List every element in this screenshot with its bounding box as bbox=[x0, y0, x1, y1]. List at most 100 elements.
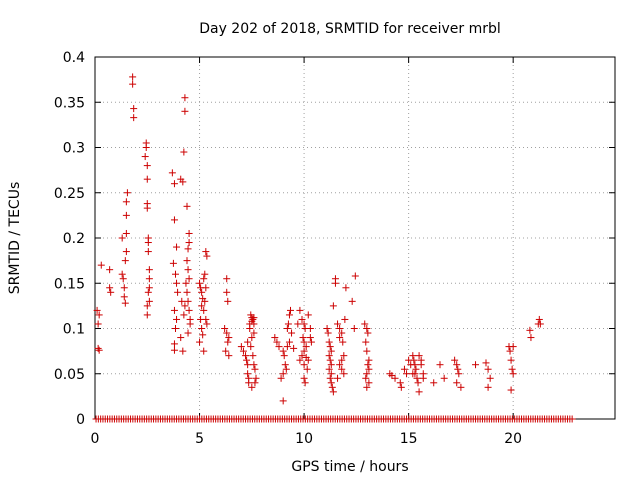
x-tick-label: 0 bbox=[91, 431, 100, 447]
data-point bbox=[180, 148, 188, 156]
data-point bbox=[397, 383, 405, 391]
data-point bbox=[143, 302, 151, 310]
data-point bbox=[413, 374, 421, 382]
data-point bbox=[122, 248, 130, 256]
data-point bbox=[365, 365, 373, 373]
data-point bbox=[223, 329, 231, 337]
y-axis-label: SRMTID / TECUs bbox=[7, 182, 23, 295]
data-point bbox=[535, 315, 543, 323]
axis-ticks: 0 0.05 0.1 0.15 0.2 0.25 0.3 0.35 0.4 0 5 10 15 20 bbox=[54, 50, 615, 447]
data-point bbox=[97, 261, 105, 269]
data-point bbox=[275, 343, 283, 351]
data-point bbox=[364, 329, 372, 337]
data-point bbox=[300, 361, 308, 369]
y-tick-label: 0.2 bbox=[63, 231, 85, 247]
data-point bbox=[400, 365, 408, 373]
data-point bbox=[107, 288, 115, 296]
data-point bbox=[298, 352, 306, 360]
data-point bbox=[403, 370, 411, 378]
data-point bbox=[196, 279, 204, 287]
data-point bbox=[242, 352, 250, 360]
data-point bbox=[94, 344, 102, 352]
data-point bbox=[419, 374, 427, 382]
data-point bbox=[239, 347, 247, 355]
data-point bbox=[486, 374, 494, 382]
data-point bbox=[338, 329, 346, 337]
x-axis-label: GPS time / hours bbox=[291, 459, 408, 475]
x-tick-label: 20 bbox=[504, 431, 522, 447]
data-point bbox=[362, 338, 370, 346]
data-point bbox=[411, 361, 419, 369]
y-tick-label: 0.35 bbox=[54, 95, 85, 111]
data-point bbox=[203, 320, 211, 328]
data-point bbox=[144, 239, 152, 247]
data-point bbox=[202, 315, 210, 323]
data-point bbox=[526, 326, 534, 334]
data-point bbox=[453, 379, 461, 387]
data-point bbox=[508, 365, 516, 373]
data-point bbox=[302, 343, 310, 351]
data-point bbox=[186, 320, 194, 328]
data-point bbox=[336, 361, 344, 369]
data-point bbox=[327, 347, 335, 355]
data-point bbox=[300, 338, 308, 346]
data-point bbox=[170, 216, 178, 224]
data-point bbox=[120, 293, 128, 301]
data-point bbox=[198, 325, 206, 332]
data-point bbox=[409, 352, 417, 360]
data-point bbox=[279, 370, 287, 378]
data-point bbox=[184, 329, 192, 337]
data-point bbox=[327, 361, 335, 369]
data-point bbox=[106, 266, 114, 274]
data-point bbox=[281, 361, 289, 369]
data-point bbox=[484, 383, 492, 391]
data-point bbox=[246, 325, 254, 332]
data-point bbox=[252, 374, 260, 382]
data-point bbox=[201, 270, 209, 278]
data-point bbox=[244, 370, 252, 378]
data-point bbox=[251, 365, 259, 373]
data-point bbox=[121, 257, 129, 265]
data-point bbox=[455, 370, 463, 378]
data-point bbox=[342, 284, 350, 292]
data-point bbox=[326, 374, 334, 382]
data-point bbox=[300, 347, 308, 355]
data-point bbox=[249, 315, 257, 323]
data-point bbox=[329, 302, 337, 310]
data-point bbox=[472, 361, 480, 369]
data-point bbox=[365, 379, 373, 387]
data-point bbox=[223, 288, 231, 296]
data-point bbox=[568, 415, 576, 423]
data-point bbox=[184, 245, 192, 253]
data-point bbox=[506, 347, 514, 355]
data-point bbox=[183, 288, 191, 296]
data-point bbox=[94, 320, 102, 328]
data-point bbox=[507, 386, 515, 394]
data-point bbox=[121, 299, 129, 307]
data-point bbox=[331, 279, 339, 287]
data-point bbox=[202, 248, 210, 256]
data-point bbox=[277, 374, 285, 382]
data-point bbox=[173, 279, 181, 287]
data-point bbox=[182, 279, 190, 287]
data-point bbox=[244, 361, 252, 369]
data-point bbox=[430, 379, 438, 387]
data-point bbox=[282, 365, 290, 373]
data-point bbox=[296, 306, 304, 314]
data-point bbox=[168, 169, 176, 177]
data-point bbox=[300, 374, 308, 382]
data-point bbox=[299, 334, 307, 342]
data-point bbox=[225, 334, 233, 342]
data-point bbox=[173, 315, 181, 323]
data-point bbox=[247, 343, 255, 351]
y-tick-label: 0.15 bbox=[54, 276, 85, 292]
data-point bbox=[363, 347, 371, 355]
data-point bbox=[363, 370, 371, 378]
data-point bbox=[184, 266, 192, 274]
data-point bbox=[436, 361, 444, 369]
data-point bbox=[170, 340, 178, 348]
data-point bbox=[286, 306, 294, 314]
data-point bbox=[180, 311, 188, 319]
data-point bbox=[325, 338, 333, 346]
data-point bbox=[279, 347, 287, 355]
